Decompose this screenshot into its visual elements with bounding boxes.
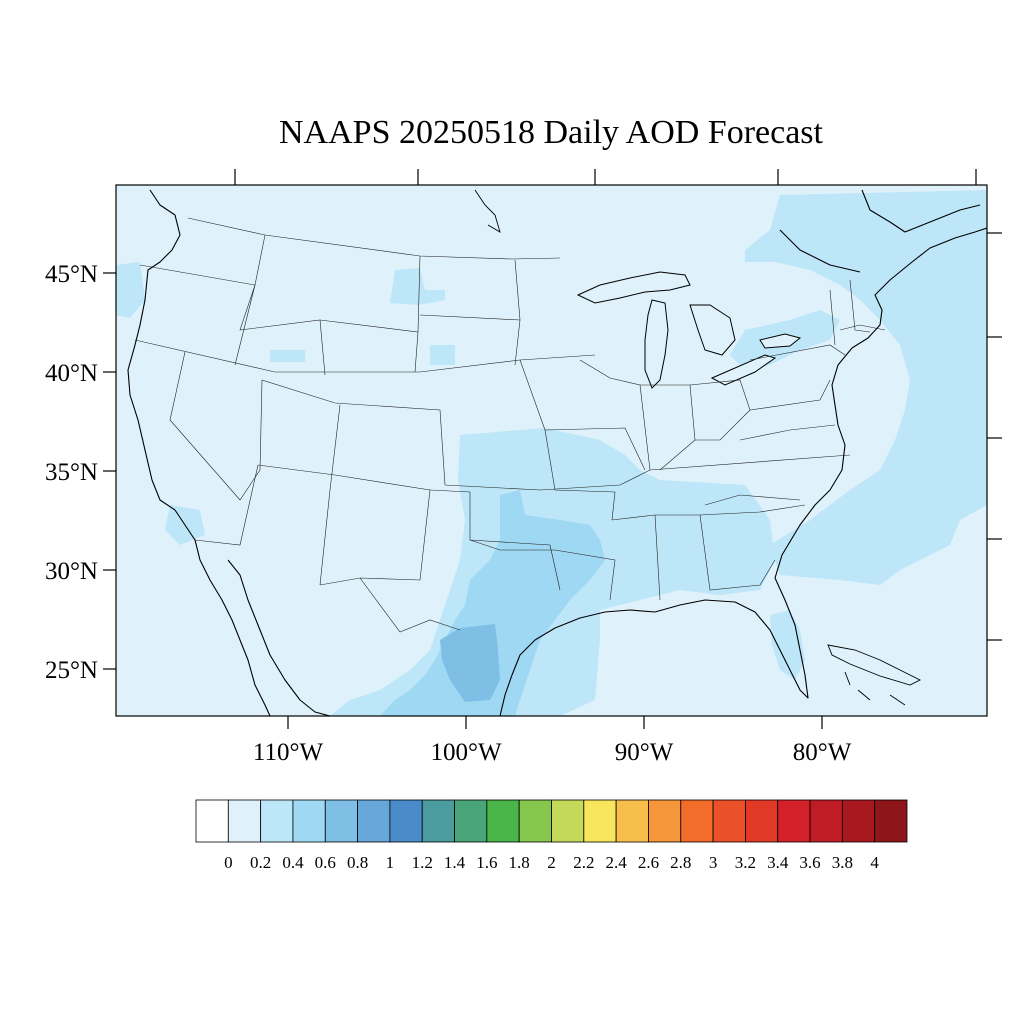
latitude-axis: 45°N 40°N 35°N 30°N 25°N xyxy=(45,261,116,684)
colorbar-label: 1.6 xyxy=(476,853,497,872)
colorbar-label: 3 xyxy=(709,853,718,872)
right-axis-ticks xyxy=(987,232,1002,641)
colorbar-label: 0.4 xyxy=(282,853,304,872)
lake-michigan xyxy=(644,299,669,389)
colorbar-label: 1.4 xyxy=(444,853,466,872)
colorbar-label: 2.2 xyxy=(573,853,594,872)
colorbar-label: 1.8 xyxy=(509,853,530,872)
colorbar-label: 0.2 xyxy=(250,853,271,872)
lat-tick-label: 45°N xyxy=(45,261,98,288)
top-axis-ticks xyxy=(234,169,977,185)
colorbar-label: 3.6 xyxy=(799,853,820,872)
state-borders xyxy=(134,217,886,633)
colorbar-swatch xyxy=(195,799,229,843)
aod-region-nebraska xyxy=(430,345,455,365)
colorbar-swatch xyxy=(874,799,908,843)
bahamas xyxy=(844,671,906,706)
colorbar: 0 0.2 0.4 0.6 0.8 1 1.2 1.4 1.6 1.8 2 2.2 2.4 2.6 2.8 3… xyxy=(195,799,908,872)
colorbar-swatch xyxy=(583,799,617,843)
gulf-coastline xyxy=(499,577,809,716)
aod-region-idaho xyxy=(270,350,305,362)
colorbar-label: 3.2 xyxy=(735,853,756,872)
colorbar-label: 2.4 xyxy=(606,853,628,872)
colorbar-swatch xyxy=(551,799,585,843)
lake-huron xyxy=(689,304,736,356)
lake-superior xyxy=(576,271,691,304)
aod-region-montana xyxy=(390,268,445,305)
lon-tick-label: 80°W xyxy=(793,739,852,766)
colorbar-label: 0.8 xyxy=(347,853,368,872)
great-lakes xyxy=(576,271,802,389)
northern-coastline xyxy=(861,189,981,233)
colorbar-swatch xyxy=(227,799,262,843)
map-panel xyxy=(116,185,987,716)
colorbar-swatch xyxy=(421,799,455,843)
coastlines xyxy=(127,189,987,716)
colorbar-swatch xyxy=(809,799,843,843)
colorbar-swatch xyxy=(324,799,358,843)
atlantic-coastline xyxy=(774,227,987,579)
colorbar-label: 3.4 xyxy=(767,853,789,872)
colorbar-swatch xyxy=(680,799,714,843)
colorbar-swatch xyxy=(389,799,423,843)
colorbar-swatch xyxy=(777,799,811,843)
colorbar-swatch xyxy=(712,799,746,843)
colorbar-label: 0 xyxy=(224,853,233,872)
colorbar-swatch xyxy=(648,799,682,843)
colorbar-label: 1 xyxy=(386,853,395,872)
hudson-bay-islands xyxy=(474,189,501,233)
cuba xyxy=(827,644,922,686)
colorbar-label: 4 xyxy=(870,853,879,872)
colorbar-swatch xyxy=(454,799,488,843)
colorbar-swatch xyxy=(486,799,520,843)
pacific-coastline xyxy=(127,189,271,716)
aod-region-south-texas xyxy=(380,490,605,716)
colorbar-label: 2.6 xyxy=(638,853,659,872)
aod-region-pacific-nw xyxy=(116,262,145,318)
colorbar-label: 1.2 xyxy=(412,853,433,872)
colorbar-label: 2 xyxy=(547,853,556,872)
lat-tick-label: 40°N xyxy=(45,360,98,387)
lake-erie xyxy=(710,354,777,386)
colorbar-label: 0.6 xyxy=(315,853,336,872)
colorbar-swatch xyxy=(357,799,391,843)
lon-tick-label: 90°W xyxy=(615,739,674,766)
lon-tick-label: 100°W xyxy=(430,739,501,766)
st-lawrence-coastline xyxy=(779,229,861,273)
aod-region-rio-grande-max xyxy=(440,624,500,702)
colorbar-label: 3.8 xyxy=(832,853,853,872)
aod-region-atlantic xyxy=(745,190,987,585)
colorbar-swatch xyxy=(615,799,649,843)
aod-region-florida xyxy=(770,610,805,680)
longitude-axis: 110°W 100°W 90°W 80°W xyxy=(253,716,852,766)
colorbar-swatch xyxy=(841,799,876,843)
colorbar-swatch xyxy=(292,799,326,843)
map-frame xyxy=(115,184,988,717)
baja-east-coastline xyxy=(227,559,331,716)
colorbar-swatch xyxy=(745,799,779,843)
colorbar-swatch xyxy=(260,799,294,843)
lon-tick-label: 110°W xyxy=(253,739,324,766)
lat-tick-label: 30°N xyxy=(45,558,98,585)
colorbar-swatch xyxy=(518,799,552,843)
lat-tick-label: 35°N xyxy=(45,459,98,486)
colorbar-label: 2.8 xyxy=(670,853,691,872)
map-title: NAAPS 20250518 Daily AOD Forecast xyxy=(279,114,824,151)
lat-tick-label: 25°N xyxy=(45,657,98,684)
lake-ontario xyxy=(759,333,802,349)
